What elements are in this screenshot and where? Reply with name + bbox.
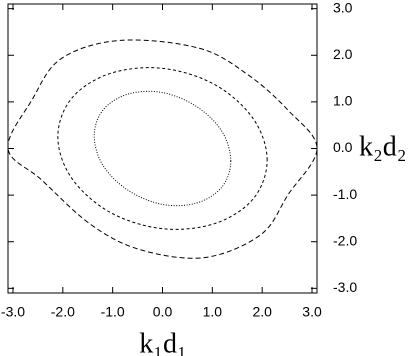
y-tick-label: 0.0 — [333, 139, 353, 155]
x-tick-label: 2.0 — [252, 304, 272, 320]
y-tick-label: -3.0 — [333, 279, 357, 295]
y-tick-label: 1.0 — [333, 93, 353, 109]
y-tick-label: -2.0 — [333, 232, 357, 248]
y-axis-label: k₂d₂ — [359, 131, 407, 162]
plot-frame — [7, 3, 318, 294]
y-tick-label: -1.0 — [333, 186, 357, 202]
x-tick-label: 3.0 — [302, 304, 322, 320]
x-tick-label: -2.0 — [51, 304, 75, 320]
x-tick-label: 1.0 — [203, 304, 223, 320]
x-tick-label: -1.0 — [101, 304, 125, 320]
x-tick-label: -3.0 — [1, 304, 25, 320]
x-axis-label: k₁d₁ — [139, 328, 187, 356]
y-tick-label: 3.0 — [333, 0, 353, 15]
contour-line — [93, 90, 232, 207]
y-tick-label: 2.0 — [333, 46, 353, 62]
contour-line — [8, 39, 317, 259]
plot-area — [8, 39, 317, 259]
contour-line — [57, 67, 268, 230]
x-tick-label: 0.0 — [153, 304, 173, 320]
